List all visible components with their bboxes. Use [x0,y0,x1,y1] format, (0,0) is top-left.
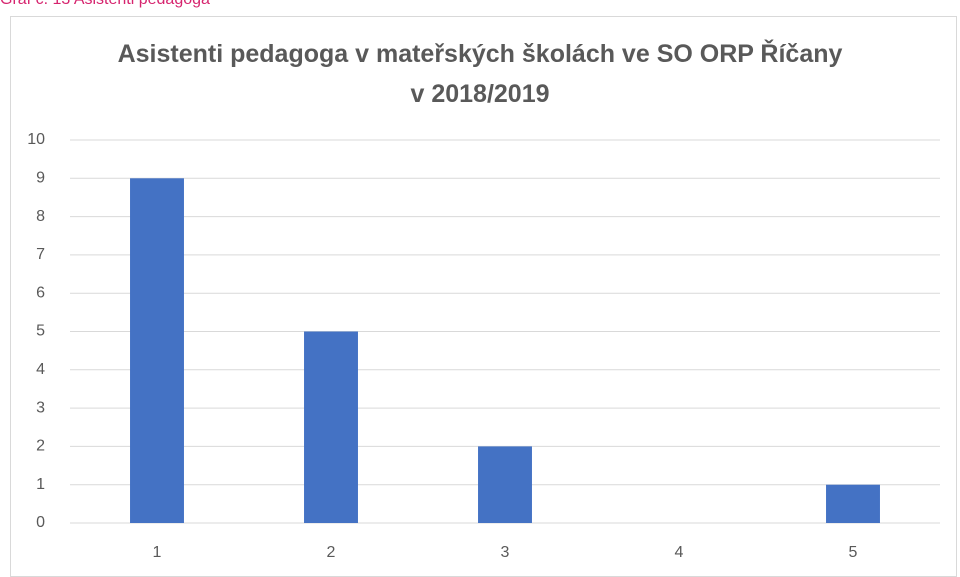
y-tick-label: 8 [36,208,45,225]
bar [478,446,532,523]
x-tick-label: 5 [849,544,858,561]
caption: Graf č. 13 Asistenti pedagoga [0,0,210,9]
x-tick-label: 2 [327,544,336,561]
x-tick-label: 1 [153,544,162,561]
y-tick-label: 4 [36,361,45,378]
x-tick-label: 4 [675,544,684,561]
y-tick-label: 10 [27,131,45,148]
chart-title: Asistenti pedagoga v mateřských školách … [117,40,843,108]
y-tick-label: 7 [36,246,45,263]
y-tick-label: 2 [36,438,45,455]
x-tick-label: 3 [501,544,510,561]
y-tick-label: 1 [36,476,45,493]
y-tick-label: 5 [36,323,45,340]
bar [826,484,880,523]
y-tick-label: 3 [36,399,45,416]
y-tick-label: 9 [36,170,45,187]
y-tick-label: 0 [36,514,45,531]
y-tick-label: 6 [36,284,45,301]
bar [304,331,358,523]
bar [130,178,184,524]
